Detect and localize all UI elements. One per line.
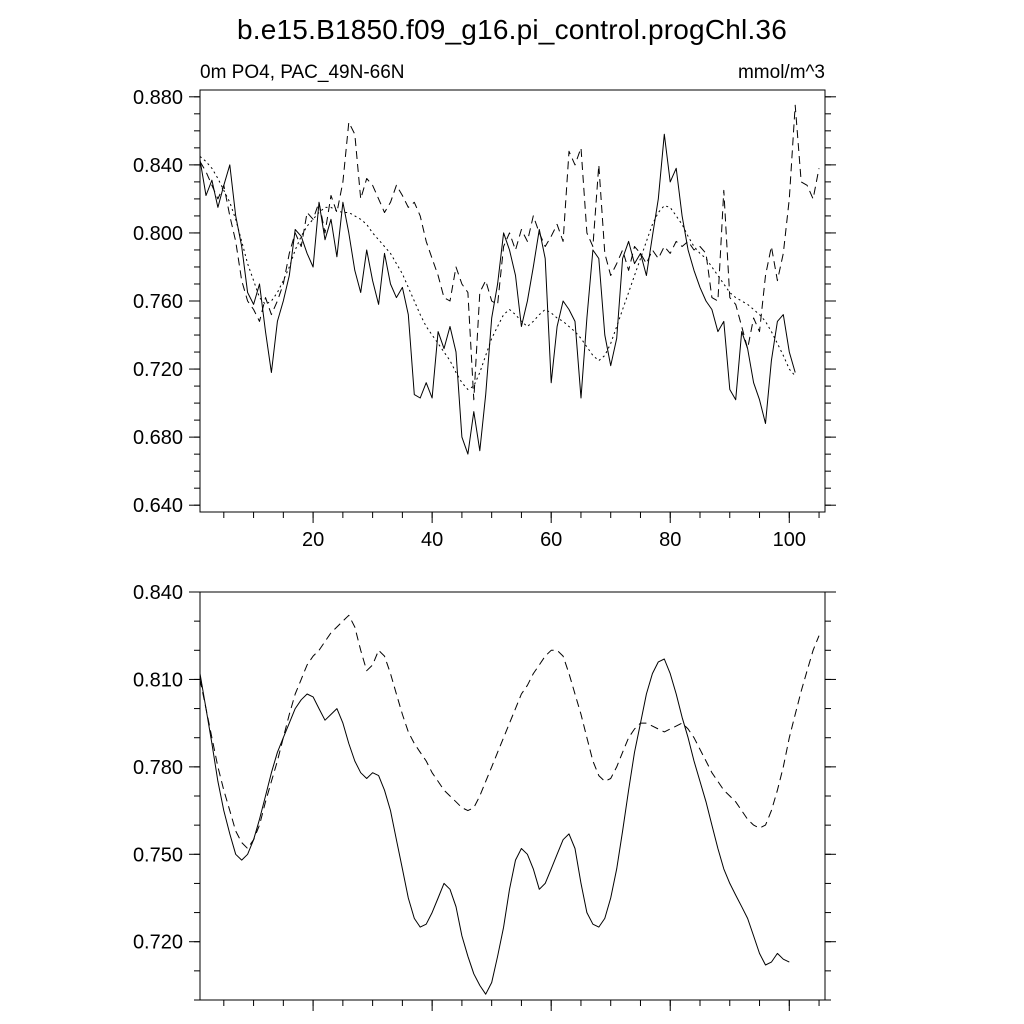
y-tick-label: 0.880: [133, 87, 183, 109]
series-line-solid: [199, 133, 796, 455]
panel-top: 0.640 0.680 0.720 0.760 0.800 0.840 0.880 20 40 6…: [133, 87, 836, 551]
x-tick-label: 20: [302, 529, 324, 551]
series-line-dashed: [199, 104, 820, 401]
x-tick-label: 60: [540, 529, 562, 551]
y-tick-label: 0.840: [133, 582, 183, 604]
page-title: b.e15.B1850.f09_g16.pi_control.progChl.3…: [237, 14, 787, 45]
x-tick-label: 100: [773, 529, 806, 551]
y-tick-label: 0.750: [133, 844, 183, 866]
series-line-solid: [199, 658, 790, 995]
x-tick-label: 80: [659, 529, 681, 551]
y-tick-label: 0.780: [133, 757, 183, 779]
y-tick-label: 0.720: [133, 359, 183, 381]
y-tick-label: 0.720: [133, 932, 183, 954]
y-tick-label: 0.840: [133, 155, 183, 177]
y-tick-label: 0.800: [133, 223, 183, 245]
y-tick-label: 0.640: [133, 495, 183, 517]
top-panel-header: 0m PO4, PAC_49N-66N mmol/m^3: [200, 62, 825, 84]
x-tick-label: 40: [421, 529, 443, 551]
y-tick-label: 0.760: [133, 291, 183, 313]
plot-frame: [199, 591, 826, 1001]
panel-bottom: 0.720 0.750 0.780 0.810 0.840: [133, 582, 836, 1011]
series-line-dotted: [199, 156, 796, 390]
units-label: mmol/m^3: [737, 62, 825, 83]
series-line-dashed: [199, 614, 820, 849]
left-axis-title: 0m PO4, PAC_49N-66N: [200, 62, 405, 83]
y-tick-label: 0.680: [133, 427, 183, 449]
plot-frame: [199, 89, 826, 513]
y-tick-label: 0.810: [133, 669, 183, 691]
